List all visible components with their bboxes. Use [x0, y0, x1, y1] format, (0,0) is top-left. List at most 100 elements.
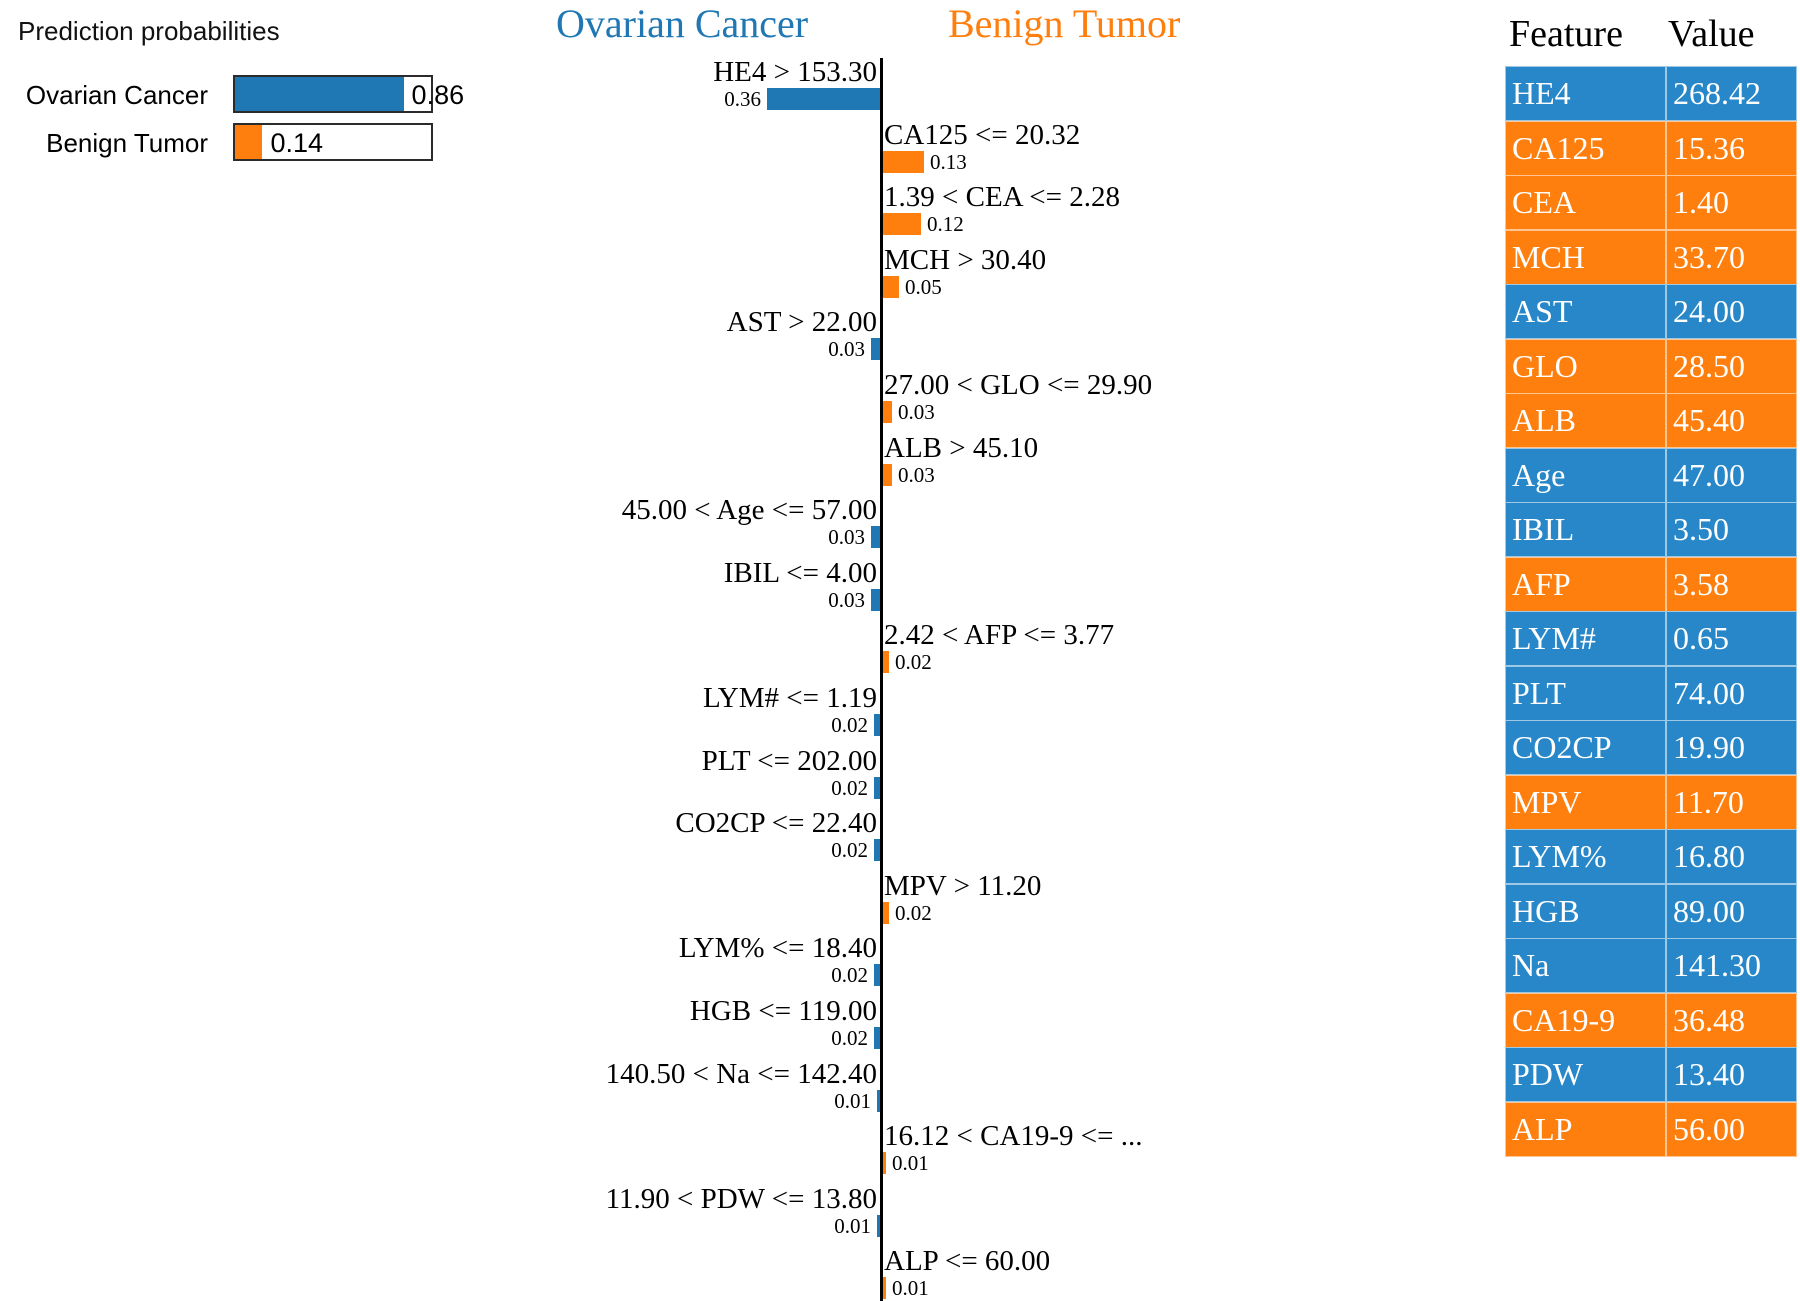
feature-contribution-row: 2.42 < AFP <= 3.77 0.02 [0, 620, 1500, 680]
feature-weight-value: 0.12 [927, 212, 964, 237]
feature-contribution-row: MPV > 11.20 0.02 [0, 871, 1500, 931]
feature-contribution-row: ALB > 45.10 0.03 [0, 433, 1500, 493]
feature-weight-value: 0.01 [834, 1088, 871, 1113]
feature-contribution-row: 1.39 < CEA <= 2.28 0.12 [0, 182, 1500, 242]
feature-weight-bar [767, 88, 880, 110]
table-row: LYM# 0.65 [1505, 611, 1797, 666]
table-row: Age 47.00 [1505, 447, 1797, 503]
table-row: HGB 89.00 [1505, 883, 1797, 939]
feature-weight-bar [883, 463, 892, 486]
table-row: PLT 74.00 [1505, 665, 1797, 721]
feature-condition-label: 11.90 < PDW <= 13.80 [605, 1182, 877, 1215]
feature-contribution-row: 27.00 < GLO <= 29.90 0.03 [0, 370, 1500, 430]
feature-weight-bar [883, 1277, 886, 1300]
feature-weight-value: 0.03 [898, 400, 935, 424]
table-cell-value: 24.00 [1666, 284, 1797, 339]
feature-contribution-chart: Ovarian Cancer Benign Tumor HE4 > 153.30… [0, 1, 1500, 1301]
feature-weight-bar [874, 1027, 880, 1049]
feature-weight-bar [883, 651, 889, 674]
feature-weight-bar [874, 776, 880, 799]
table-cell-value: 45.40 [1666, 393, 1797, 448]
feature-value-table: Feature Value HE4 268.42 CA125 15.36 CEA 1.40… [1505, 10, 1797, 1170]
table-row: ALB 45.40 [1505, 393, 1797, 448]
feature-weight-bar [871, 526, 880, 549]
feature-contribution-row: 45.00 < Age <= 57.00 0.03 [0, 495, 1500, 555]
feature-contribution-row: 11.90 < PDW <= 13.80 0.01 [0, 1184, 1500, 1244]
feature-weight-value: 0.03 [828, 525, 865, 550]
feature-weight-value: 0.13 [930, 149, 967, 174]
prediction-row: Ovarian Cancer 0.86 [0, 75, 500, 113]
prediction-row: Benign Tumor 0.14 [0, 123, 500, 161]
feature-contribution-row: AST > 22.00 0.03 [0, 307, 1500, 367]
feature-weight-bar [874, 839, 880, 862]
feature-weight-bar [883, 901, 889, 924]
table-cell-value: 268.42 [1666, 66, 1797, 121]
feature-condition-label: MPV > 11.20 [884, 869, 1042, 902]
feature-contribution-row: LYM# <= 1.19 0.02 [0, 683, 1500, 743]
table-cell-value: 56.00 [1666, 1101, 1797, 1157]
feature-weight-value: 0.36 [724, 87, 761, 111]
feature-condition-label: AST > 22.00 [726, 306, 877, 339]
feature-condition-label: ALB > 45.10 [884, 431, 1039, 464]
table-row: HE4 268.42 [1505, 66, 1797, 121]
prediction-bar-track [233, 75, 433, 113]
table-cell-feature: HE4 [1505, 66, 1666, 121]
table-header-value: Value [1668, 13, 1755, 55]
table-cell-feature: PLT [1505, 665, 1666, 721]
prediction-bar-fill [235, 77, 404, 111]
prediction-class-label: Ovarian Cancer [25, 80, 208, 110]
table-cell-feature: AST [1505, 284, 1666, 339]
table-row: LYM% 16.80 [1505, 829, 1797, 884]
table-cell-value: 89.00 [1666, 883, 1797, 939]
table-cell-value: 3.58 [1666, 556, 1797, 612]
feature-contribution-row: ALP <= 60.00 0.01 [0, 1246, 1500, 1301]
feature-condition-label: PLT <= 202.00 [701, 744, 877, 777]
prediction-probability-value: 0.86 [411, 80, 465, 110]
feature-condition-label: 140.50 < Na <= 142.40 [605, 1057, 877, 1090]
prediction-probability-value: 0.14 [270, 128, 323, 158]
feature-weight-value: 0.05 [905, 274, 942, 299]
feature-weight-value: 0.02 [831, 838, 868, 863]
table-cell-feature: PDW [1505, 1047, 1666, 1102]
table-cell-feature: CA125 [1505, 120, 1666, 176]
feature-condition-label: IBIL <= 4.00 [723, 556, 877, 589]
table-cell-value: 0.65 [1666, 611, 1797, 666]
feature-condition-label: 16.12 < CA19-9 <= ... [884, 1120, 1143, 1153]
prediction-probabilities-title: Prediction probabilities [18, 16, 280, 46]
table-cell-feature: CA19-9 [1505, 992, 1666, 1048]
feature-condition-label: CO2CP <= 22.40 [675, 807, 877, 840]
feature-contribution-row: CA125 <= 20.32 0.13 [0, 120, 1500, 180]
feature-condition-label: 2.42 < AFP <= 3.77 [884, 619, 1115, 652]
feature-condition-label: ALP <= 60.00 [884, 1245, 1051, 1278]
feature-weight-value: 0.02 [895, 900, 932, 925]
table-row: AFP 3.58 [1505, 556, 1797, 612]
feature-condition-label: 27.00 < GLO <= 29.90 [884, 369, 1153, 401]
table-cell-feature: CEA [1505, 175, 1666, 230]
left-class-header: Ovarian Cancer [556, 1, 809, 46]
table-cell-value: 15.36 [1666, 120, 1797, 176]
table-row: CA19-9 36.48 [1505, 992, 1797, 1048]
feature-condition-label: 1.39 < CEA <= 2.28 [884, 181, 1120, 214]
feature-contribution-row: MCH > 30.40 0.05 [0, 245, 1500, 305]
feature-weight-value: 0.02 [831, 1026, 868, 1050]
table-cell-value: 47.00 [1666, 447, 1797, 503]
table-row: CO2CP 19.90 [1505, 720, 1797, 775]
feature-weight-bar [877, 1214, 880, 1237]
center-axis-line [880, 58, 883, 1301]
table-cell-feature: Age [1505, 447, 1666, 503]
feature-contribution-row: HE4 > 153.30 0.36 [0, 57, 1500, 117]
right-class-header: Benign Tumor [948, 1, 1181, 46]
feature-contribution-row: CO2CP <= 22.40 0.02 [0, 808, 1500, 868]
feature-condition-label: CA125 <= 20.32 [884, 118, 1081, 151]
table-row: ALP 56.00 [1505, 1101, 1797, 1157]
feature-weight-bar [883, 150, 924, 173]
feature-condition-label: HGB <= 119.00 [689, 995, 877, 1027]
feature-weight-value: 0.02 [831, 713, 868, 737]
table-cell-feature: ALB [1505, 393, 1666, 448]
table-cell-feature: CO2CP [1505, 720, 1666, 775]
feature-weight-value: 0.03 [828, 587, 865, 612]
table-cell-feature: LYM# [1505, 611, 1666, 666]
table-cell-value: 1.40 [1666, 175, 1797, 230]
feature-weight-value: 0.02 [831, 775, 868, 800]
